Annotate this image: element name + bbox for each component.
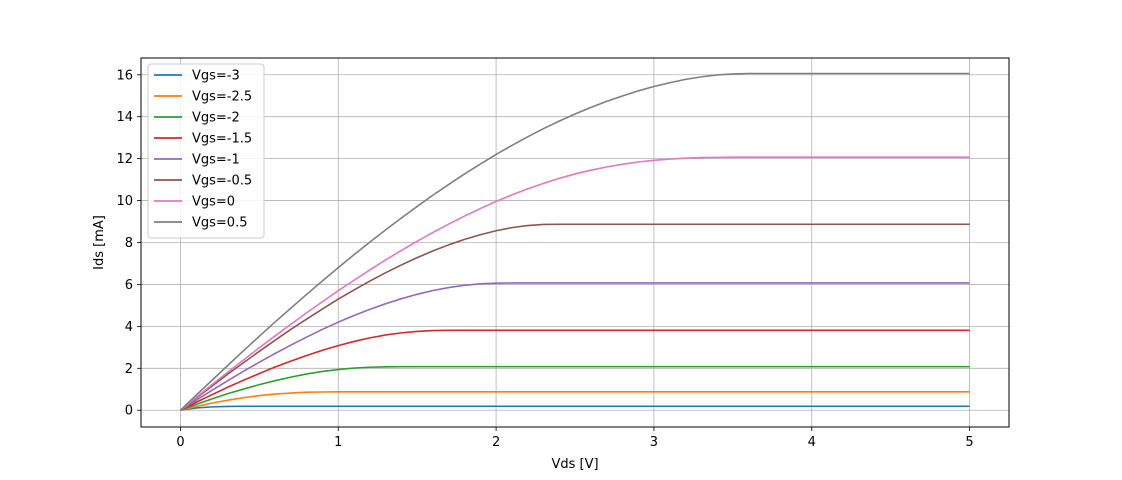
grid <box>141 58 1009 427</box>
x-axis-label: Vds [V] <box>551 457 598 472</box>
y-axis-label: Ids [mA] <box>92 215 107 270</box>
legend-entry: Vgs=-1.5 <box>192 132 252 147</box>
series-line <box>179 223 970 411</box>
y-tick-label: 6 <box>125 278 133 293</box>
series-line <box>180 405 970 412</box>
x-tick-label: 2 <box>492 435 500 450</box>
x-tick-label: 1 <box>334 435 342 450</box>
y-tick-label: 14 <box>116 110 133 125</box>
x-tick-label: 4 <box>808 435 816 450</box>
legend: Vgs=-3 Vgs=-2.5 Vgs=-2 Vgs=-1.5 Vgs=-1 Vgs=-0… <box>147 63 265 239</box>
y-tick-label: 10 <box>116 194 133 209</box>
series-line <box>180 390 970 412</box>
legend-entry: Vgs=-2 <box>192 111 240 126</box>
legend-box <box>147 63 265 239</box>
series-line <box>179 156 970 411</box>
y-tick-label: 0 <box>125 404 133 419</box>
y-tick-label: 16 <box>116 68 133 83</box>
series-line <box>179 72 970 411</box>
y-tick-label: 4 <box>125 320 133 335</box>
y-tick-label: 8 <box>125 236 133 251</box>
series-line <box>180 329 970 411</box>
legend-entry: Vgs=0 <box>192 195 235 210</box>
legend-entry: Vgs=0.5 <box>192 216 248 231</box>
legend-entry: Vgs=-1 <box>192 153 240 168</box>
x-tick-label: 5 <box>965 435 973 450</box>
y-tick-label: 12 <box>116 152 133 167</box>
legend-entry: Vgs=-2.5 <box>192 90 252 105</box>
y-tick-label: 2 <box>125 362 133 377</box>
x-tick-label: 0 <box>176 435 184 450</box>
series-lines <box>179 72 970 412</box>
legend-entry: Vgs=-3 <box>192 69 240 84</box>
legend-entry: Vgs=-0.5 <box>192 174 252 189</box>
series-line <box>180 282 970 411</box>
series-line <box>180 365 970 411</box>
x-tick-label: 3 <box>650 435 658 450</box>
